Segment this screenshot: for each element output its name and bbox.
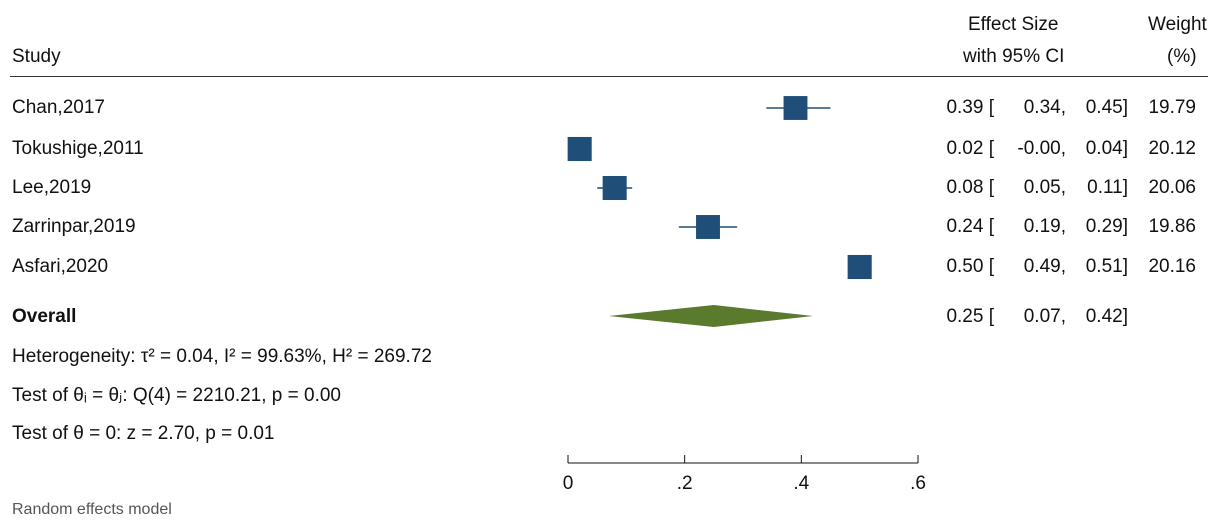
study-ci-lower: 0.19,: [1023, 216, 1066, 237]
study-name: Zarrinpar,2019: [12, 216, 136, 237]
study-effect: 0.08 [: [946, 177, 994, 198]
effect-marker: [847, 254, 872, 280]
effect-marker: [696, 215, 720, 239]
study-column-header: Study: [12, 46, 61, 67]
study-effect: 0.50 [: [946, 256, 994, 277]
study-ci-upper: 0.29]: [1085, 216, 1128, 237]
study-name: Tokushige,2011: [12, 138, 144, 159]
study-effect: 0.39 [: [946, 97, 994, 118]
effect-size-header-line2: with 95% CI: [963, 46, 1065, 67]
test-equal-text: Test of θᵢ = θⱼ: Q(4) = 2210.21, p = 0.0…: [12, 385, 341, 406]
overall-effect: 0.25 [: [946, 306, 994, 327]
x-tick-label: .6: [910, 473, 926, 494]
study-name: Chan,2017: [12, 97, 105, 118]
study-name: Lee,2019: [12, 177, 92, 198]
study-weight: 19.86: [1148, 216, 1196, 237]
x-tick-label: .2: [677, 473, 693, 494]
overall-label: Overall: [12, 306, 77, 327]
x-tick-label: .4: [793, 473, 809, 494]
effect-marker: [783, 96, 808, 120]
footnote: Random effects model: [12, 501, 172, 518]
x-tick-label: 0: [563, 473, 574, 494]
study-weight: 20.06: [1148, 177, 1196, 198]
effect-marker: [602, 175, 627, 201]
test-zero-text: Test of θ = 0: z = 2.70, p = 0.01: [12, 423, 275, 444]
study-weight: 19.79: [1148, 97, 1196, 118]
study-ci-lower: -0.00,: [1017, 138, 1066, 159]
study-ci-upper: 0.51]: [1085, 256, 1128, 277]
overall-diamond: [608, 305, 813, 327]
study-weight: 20.16: [1148, 256, 1196, 277]
study-ci-lower: 0.34,: [1023, 97, 1066, 118]
weight-header-line2: (%): [1167, 46, 1197, 67]
study-name: Asfari,2020: [12, 256, 109, 277]
effect-marker: [567, 136, 592, 162]
effect-size-header-line1: Effect Size: [968, 14, 1059, 35]
overall-lower: 0.07,: [1023, 306, 1066, 327]
header-divider: [10, 76, 1208, 77]
overall-upper: 0.42]: [1085, 306, 1128, 327]
study-effect: 0.24 [: [946, 216, 994, 237]
weight-header-line1: Weight: [1148, 14, 1207, 35]
study-ci-upper: 0.04]: [1085, 138, 1128, 159]
study-ci-upper: 0.11]: [1087, 177, 1128, 198]
study-ci-lower: 0.05,: [1023, 177, 1066, 198]
study-effect: 0.02 [: [946, 138, 994, 159]
study-weight: 20.12: [1148, 138, 1196, 159]
study-ci-lower: 0.49,: [1023, 256, 1066, 277]
study-ci-upper: 0.45]: [1085, 97, 1128, 118]
heterogeneity-text: Heterogeneity: τ² = 0.04, I² = 99.63%, H…: [12, 346, 432, 367]
